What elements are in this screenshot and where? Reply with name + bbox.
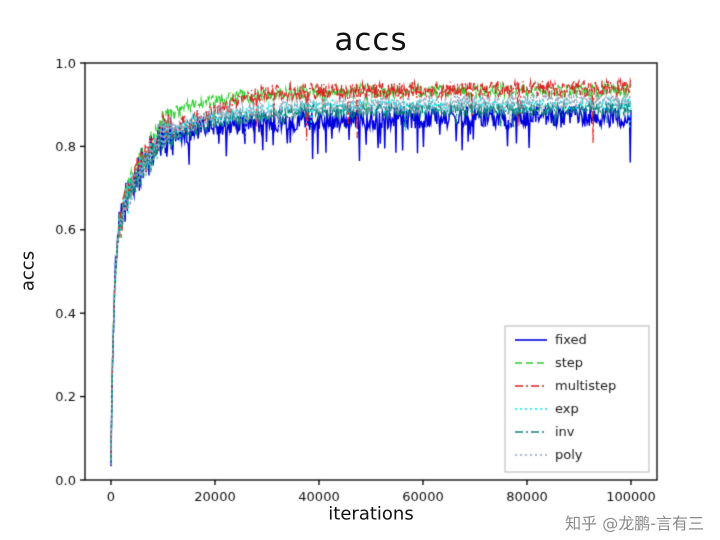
x-axis-label: iterations bbox=[328, 503, 414, 525]
y-axis-label: accs bbox=[17, 250, 39, 292]
watermark: 知乎 @龙鹏-言有三 bbox=[565, 514, 704, 533]
chart-title: accs bbox=[334, 22, 408, 58]
